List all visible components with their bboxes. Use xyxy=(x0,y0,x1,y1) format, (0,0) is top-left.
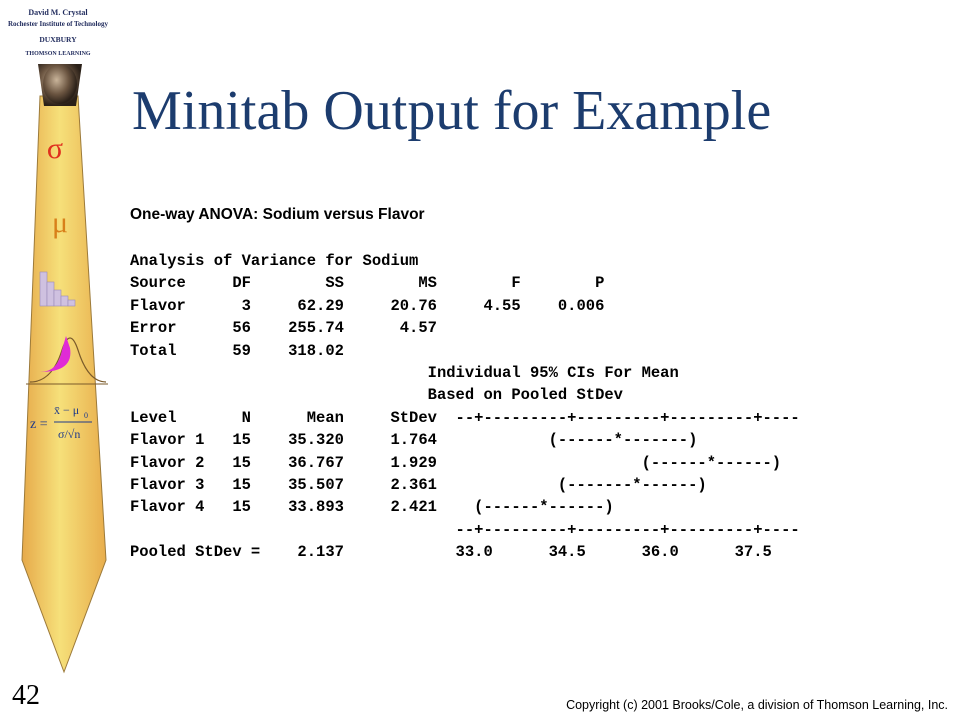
tie-decoration: David M. Crystal Rochester Institute of … xyxy=(8,8,109,674)
mu-symbol: μ xyxy=(52,206,68,239)
z-formula: z = x̄ − μ 0 σ/√n xyxy=(30,403,92,441)
publisher-logo: David M. Crystal Rochester Institute of … xyxy=(8,8,109,57)
slide-title: Minitab Output for Example xyxy=(132,80,772,142)
output-line: Based on Pooled StDev xyxy=(130,386,623,405)
output-line: Flavor 2 15 36.767 1.929 (------*------) xyxy=(130,453,782,472)
output-line: Flavor 3 62.29 20.76 4.55 0.006 xyxy=(130,296,605,315)
formula-numerator: x̄ − μ xyxy=(54,403,79,417)
output-line: Flavor 3 15 35.507 2.361 (-------*------… xyxy=(130,475,707,494)
logo-parent: THOMSON LEARNING xyxy=(25,51,91,57)
output-heading: One-way ANOVA: Sodium versus Flavor xyxy=(130,206,425,223)
output-line: Analysis of Variance for Sodium xyxy=(130,252,419,270)
minitab-output: Analysis of Variance for Sodium Source DF… xyxy=(130,250,800,563)
logo-institution: Rochester Institute of Technology xyxy=(8,20,109,28)
knot-portrait xyxy=(43,64,77,104)
output-line: Individual 95% CIs For Mean xyxy=(130,363,679,382)
output-line: Source DF SS MS F P xyxy=(130,274,605,293)
copyright-notice: Copyright (c) 2001 Brooks/Cole, a divisi… xyxy=(566,698,948,712)
output-line: Error 56 255.74 4.57 xyxy=(130,319,437,338)
logo-publisher: DUXBURY xyxy=(39,35,77,44)
slide-number: 42 xyxy=(12,680,40,711)
output-line: Flavor 1 15 35.320 1.764 (------*-------… xyxy=(130,431,698,450)
formula-denominator: σ/√n xyxy=(58,427,80,441)
output-line: Flavor 4 15 33.893 2.421 (------*------) xyxy=(130,498,614,517)
logo-author: David M. Crystal xyxy=(28,8,88,17)
formula-subscript: 0 xyxy=(84,411,88,420)
output-line: Level N Mean StDev --+---------+--------… xyxy=(130,408,800,427)
output-line: Total 59 318.02 xyxy=(130,341,344,360)
histogram-graphic xyxy=(39,271,76,307)
output-line: Pooled StDev = 2.137 33.0 34.5 36.0 37.5 xyxy=(130,543,772,562)
normal-curve-graphic xyxy=(26,336,108,385)
sigma-symbol: σ xyxy=(47,132,63,165)
output-line: --+---------+---------+---------+---- xyxy=(130,520,800,539)
formula-z: z = xyxy=(30,417,48,432)
